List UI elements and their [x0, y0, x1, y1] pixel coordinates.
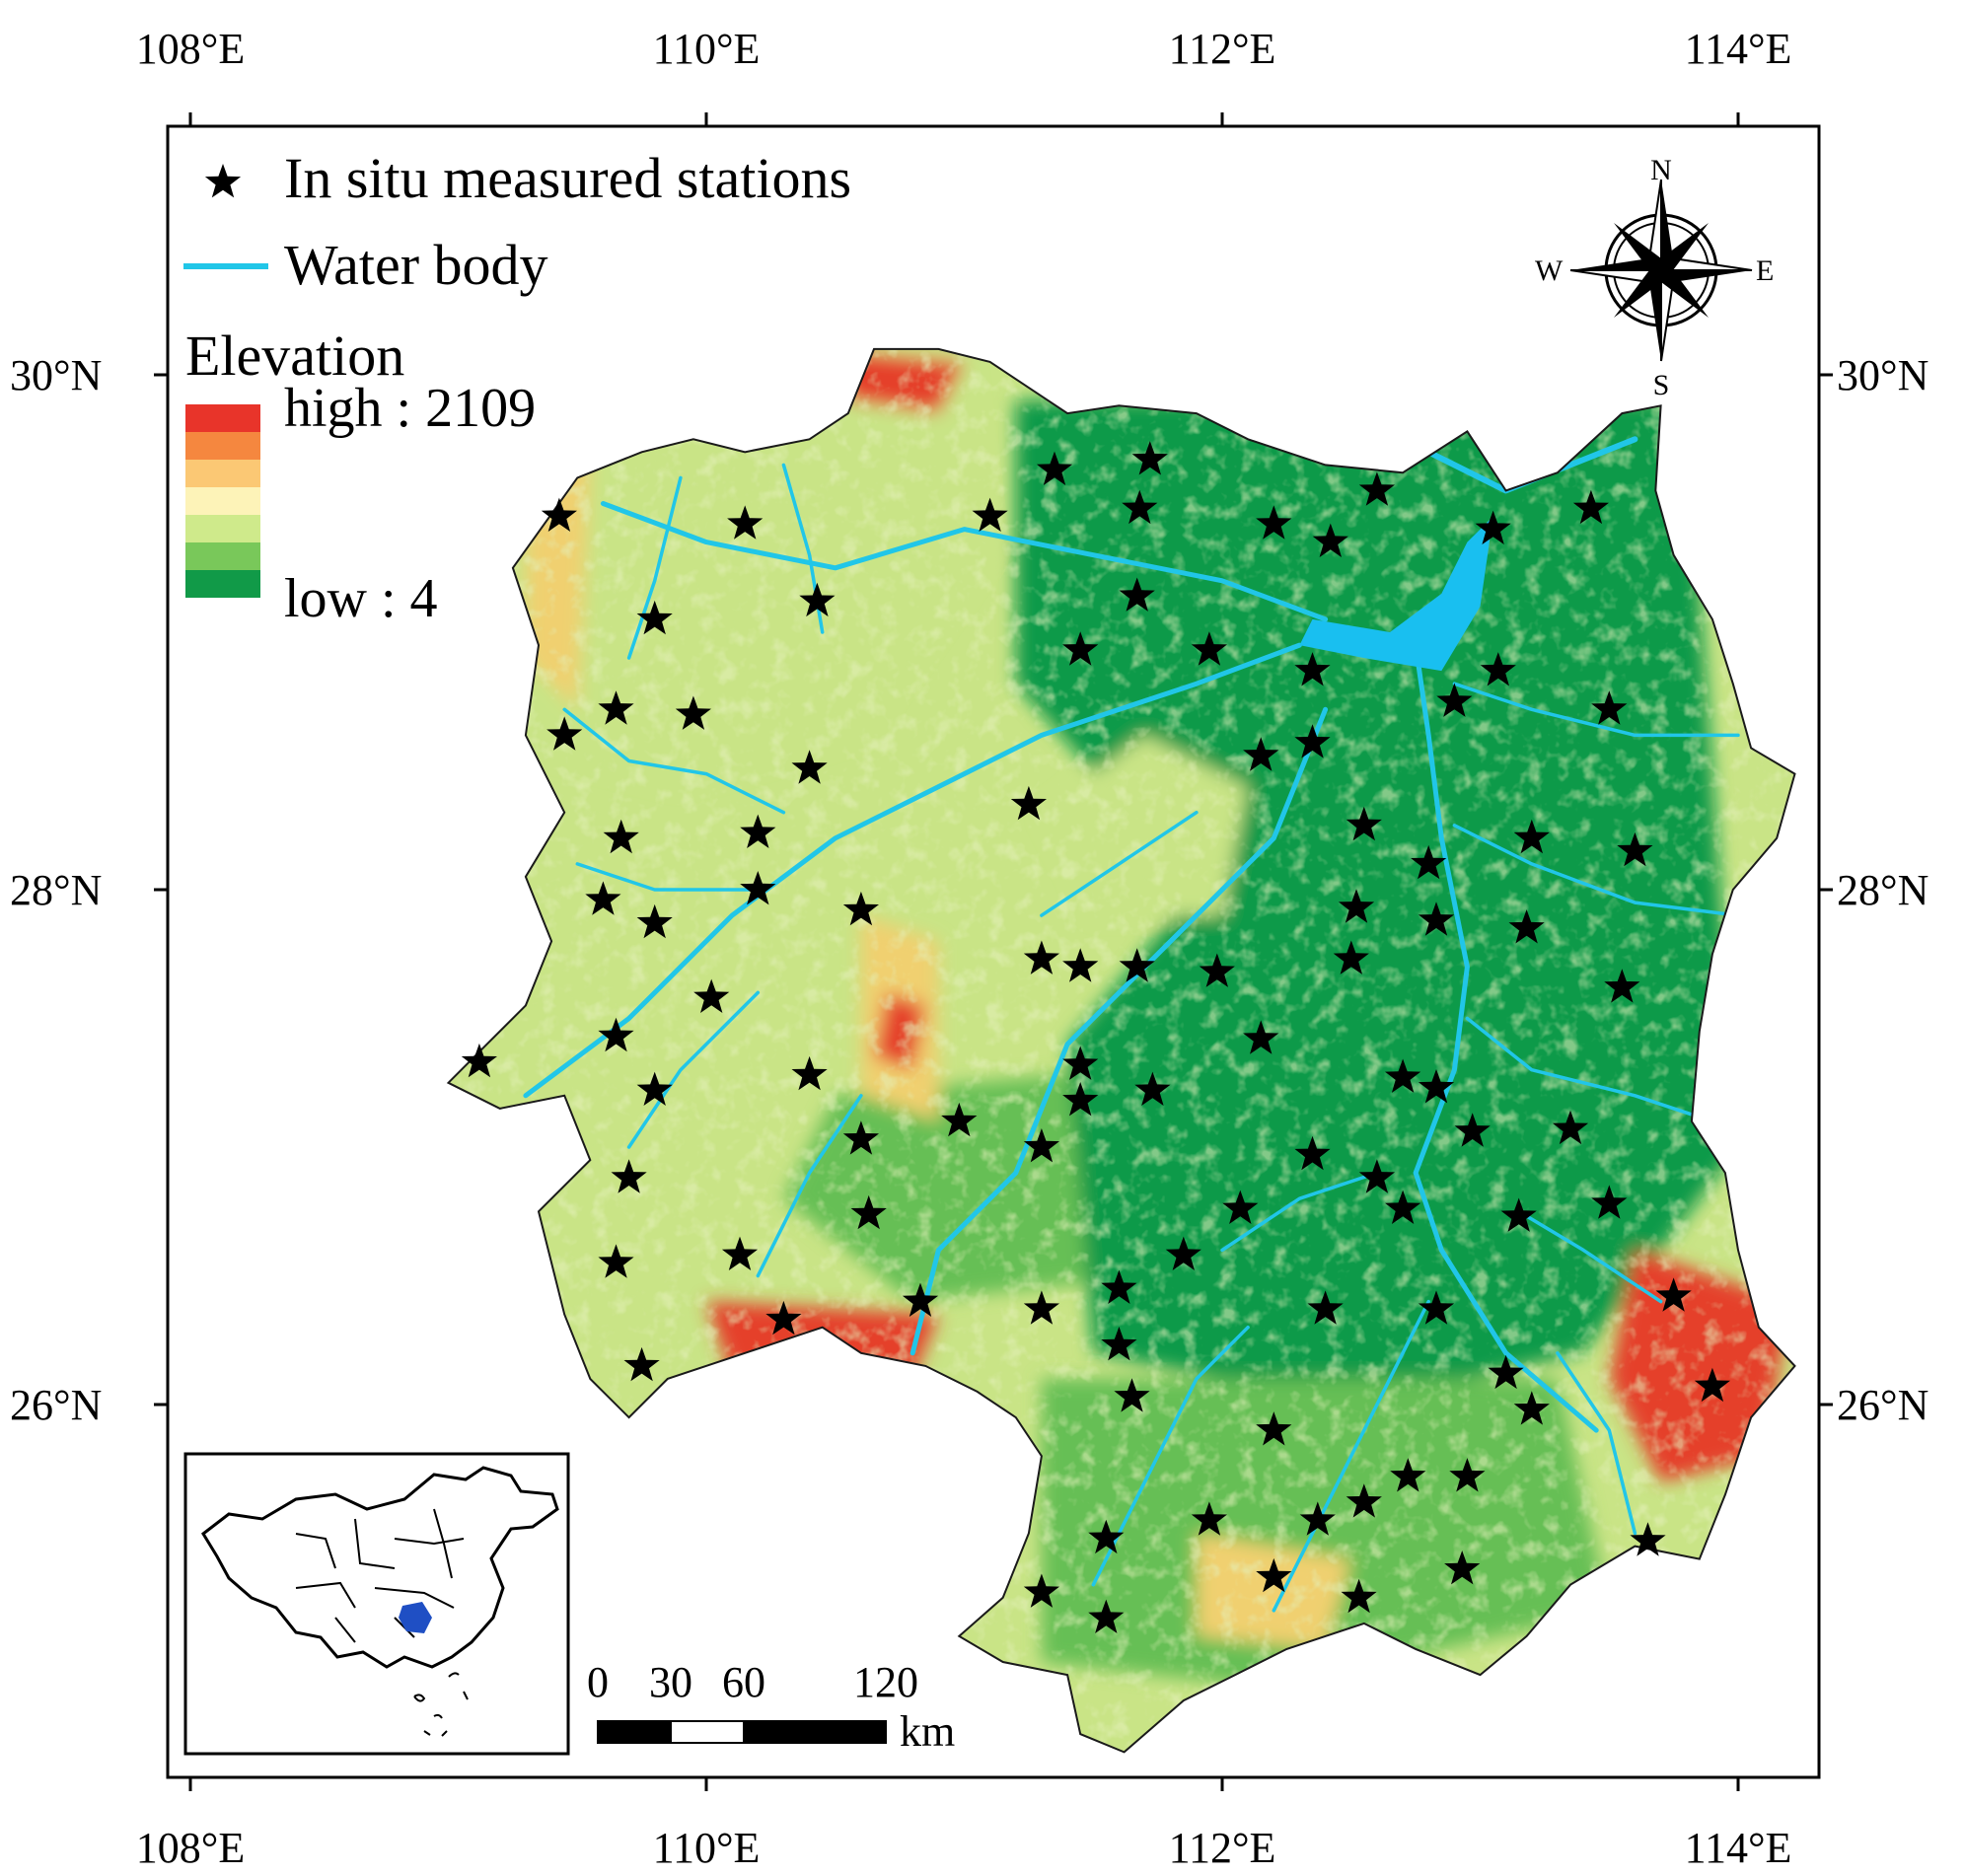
- lon-label-bottom: 108°E: [136, 1824, 245, 1872]
- compass-w: W: [1535, 254, 1564, 287]
- scale-bar: 0 30 60 120 km: [587, 1658, 955, 1756]
- river-segment: [756, 1094, 863, 1278]
- elevation-low-label: low : 4: [284, 568, 438, 629]
- south-china-sea-islands: [413, 1672, 469, 1737]
- ramp-swatch: [185, 404, 260, 432]
- ramp-swatch: [185, 460, 260, 487]
- river-segment: [523, 642, 1302, 1099]
- river-segment: [1465, 1016, 1714, 1123]
- lat-label-left: 30°N: [10, 351, 102, 399]
- ramp-swatch: [185, 515, 260, 542]
- graticule-ticks: [154, 112, 1833, 1791]
- river-segment: [910, 706, 1329, 1356]
- china-inset-map: [183, 1452, 570, 1756]
- river-segment: [600, 501, 1329, 622]
- river-segment: [1040, 810, 1199, 917]
- north-arrow: N S E W: [1535, 154, 1774, 401]
- river-segment: [575, 862, 761, 892]
- scale-tick-30: 30: [649, 1658, 692, 1706]
- compass-s: S: [1653, 369, 1670, 401]
- lat-label-left: 28°N: [10, 866, 102, 914]
- compass-e: E: [1756, 254, 1774, 287]
- river-segment: [626, 475, 683, 660]
- hunan-highlight: [399, 1602, 432, 1633]
- river-segment: [1556, 1351, 1638, 1536]
- latitude-labels-right: 30°N 28°N 26°N: [1837, 351, 1929, 1429]
- lon-label-bottom: 110°E: [653, 1824, 761, 1872]
- lat-label-right: 26°N: [1837, 1381, 1929, 1429]
- scale-tick-120: 120: [853, 1658, 918, 1706]
- river-segment: [1452, 682, 1740, 738]
- lat-label-right: 28°N: [1837, 866, 1929, 914]
- compass-n: N: [1650, 154, 1672, 186]
- rivers: [523, 385, 1740, 1613]
- ramp-swatch: [185, 432, 260, 460]
- ramp-swatch: [185, 570, 260, 598]
- lat-label-left: 26°N: [10, 1381, 102, 1429]
- longitude-labels-bottom: 108°E 110°E 112°E 114°E: [136, 1824, 1792, 1872]
- river-segment: [1516, 1209, 1663, 1304]
- longitude-labels-top: 108°E 110°E 112°E 114°E: [136, 25, 1792, 73]
- river-segment: [1413, 642, 1599, 1433]
- river-segment: [1452, 824, 1740, 917]
- ramp-swatch: [185, 542, 260, 570]
- china-outline: [201, 1466, 559, 1669]
- latitude-labels-left: 30°N 28°N 26°N: [10, 351, 102, 1429]
- scale-tick-60: 60: [722, 1658, 765, 1706]
- ramp-swatch: [185, 487, 260, 515]
- river-segment: [1220, 1171, 1379, 1253]
- legend: In situ measured stations Water body Ele…: [183, 146, 851, 629]
- elevation-high-label: high : 2109: [284, 378, 536, 439]
- lat-label-right: 30°N: [1837, 351, 1929, 399]
- scale-unit: km: [900, 1707, 955, 1756]
- lon-label-bottom: 112°E: [1169, 1824, 1276, 1872]
- river-segment: [1272, 1299, 1430, 1613]
- lon-label-top: 114°E: [1685, 25, 1792, 73]
- lon-label-top: 110°E: [653, 25, 761, 73]
- elevation-color-ramp: [185, 404, 260, 598]
- river-segment: [562, 707, 786, 815]
- lon-label-top: 108°E: [136, 25, 245, 73]
- dongting-lake: [1299, 516, 1493, 672]
- river-segment: [626, 990, 761, 1149]
- legend-stations-label: In situ measured stations: [284, 146, 851, 210]
- lon-label-bottom: 114°E: [1685, 1824, 1792, 1872]
- province-boundary: [446, 347, 1796, 1754]
- legend-water-label: Water body: [284, 233, 548, 297]
- scale-tick-0: 0: [587, 1658, 609, 1706]
- elevation-title: Elevation: [185, 324, 404, 388]
- lon-label-top: 112°E: [1169, 25, 1276, 73]
